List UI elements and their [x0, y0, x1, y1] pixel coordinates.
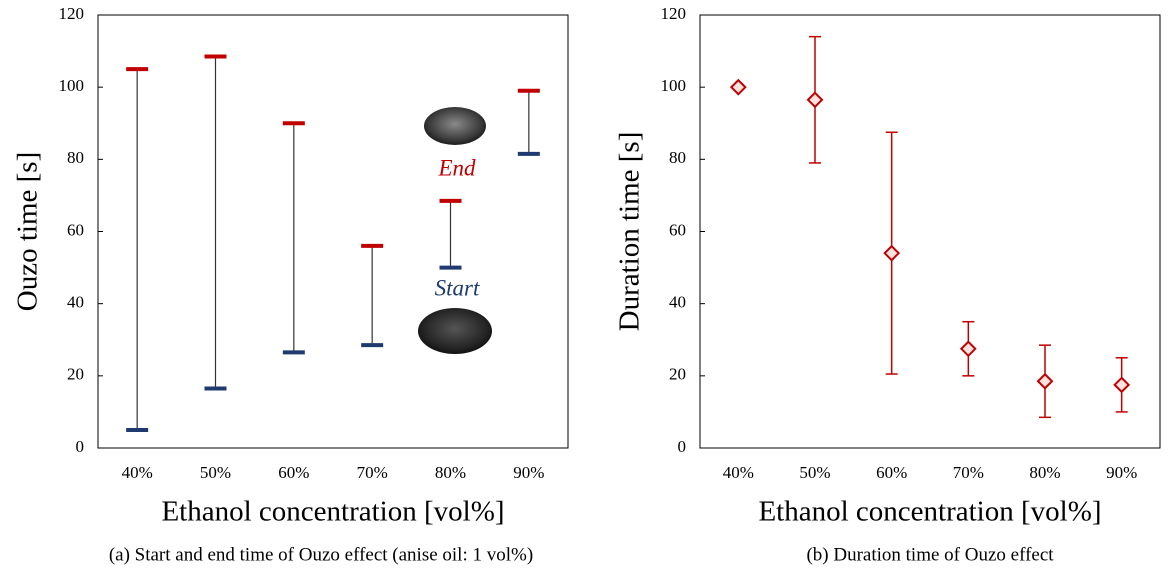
y-tick-label: 100: [59, 76, 85, 95]
caption: (a) Start and end time of Ouzo effect (a…: [109, 544, 533, 565]
y-tick-label: 120: [661, 4, 687, 23]
y-tick-label: 40: [669, 293, 686, 312]
y-axis-label: Ouzo time [s]: [12, 152, 44, 311]
x-tick-label: 90%: [1106, 463, 1137, 482]
x-tick-label: 40%: [723, 463, 754, 482]
y-tick-label: 80: [669, 148, 686, 167]
x-tick-label: 70%: [953, 463, 984, 482]
point: [1036, 372, 1054, 390]
annotation: Start: [435, 275, 480, 300]
y-tick-label: 80: [67, 148, 84, 167]
y-tick-label: 20: [67, 365, 84, 384]
y-tick-label: 60: [669, 220, 686, 239]
x-tick-label: 40%: [122, 463, 153, 482]
x-tick-label: 60%: [278, 463, 309, 482]
annotation: End: [437, 155, 476, 180]
y-tick-label: 40: [67, 293, 84, 312]
x-axis-label: Ethanol concentration [vol%]: [758, 496, 1101, 528]
x-tick-label: 80%: [1029, 463, 1060, 482]
y-tick-label: 0: [678, 437, 687, 456]
y-tick-label: 100: [661, 76, 687, 95]
caption: (b) Duration time of Ouzo effect: [806, 544, 1054, 565]
x-tick-label: 50%: [200, 463, 231, 482]
point: [729, 78, 747, 96]
plot-frame: [97, 14, 569, 449]
y-tick-label: 20: [669, 365, 686, 384]
x-tick-label: 90%: [513, 463, 544, 482]
droplet-image: [418, 308, 492, 354]
x-tick-label: 80%: [435, 463, 466, 482]
y-tick-label: 0: [76, 437, 85, 456]
x-axis-label: Ethanol concentration [vol%]: [161, 496, 504, 528]
plot-frame: [699, 14, 1161, 449]
y-axis-label: Duration time [s]: [614, 132, 646, 332]
point: [959, 340, 977, 358]
droplet-image: [424, 107, 486, 145]
x-tick-label: 60%: [876, 463, 907, 482]
point: [806, 91, 824, 109]
x-tick-label: 70%: [357, 463, 388, 482]
y-tick-label: 60: [67, 220, 84, 239]
x-tick-label: 50%: [799, 463, 830, 482]
y-tick-label: 120: [59, 4, 85, 23]
point: [883, 244, 901, 262]
point: [1113, 376, 1131, 394]
